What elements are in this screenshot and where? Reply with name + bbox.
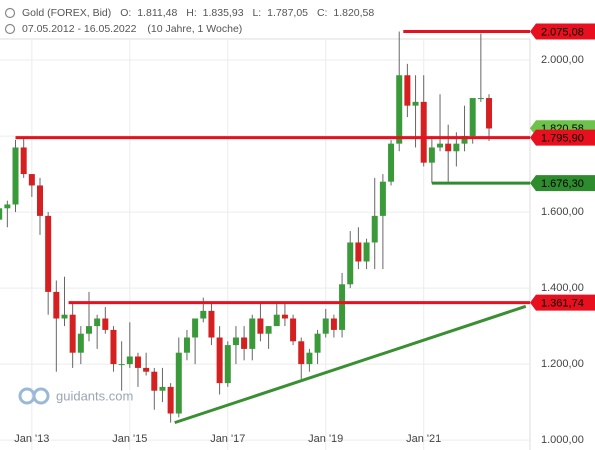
candle-body xyxy=(192,318,199,338)
x-tick-label: Jan '19 xyxy=(308,433,343,445)
candle-body xyxy=(445,143,452,152)
candle-body xyxy=(216,337,223,384)
candle-body xyxy=(232,337,239,346)
clock-icon xyxy=(4,23,16,35)
candle-body xyxy=(20,147,27,175)
candle-body xyxy=(183,337,190,353)
candle-body xyxy=(53,291,60,319)
candle-body xyxy=(159,386,166,391)
candle-body xyxy=(224,345,231,384)
candle-body xyxy=(298,341,305,365)
candle-body xyxy=(4,204,11,209)
x-tick-label: Jan '13 xyxy=(14,433,49,445)
candle-body xyxy=(281,314,288,319)
candle-body xyxy=(396,75,403,144)
price-tag-label: 2.075,08 xyxy=(541,26,584,38)
x-tick-label: Jan '21 xyxy=(406,433,441,445)
candle-body xyxy=(273,314,280,327)
y-tick-label: 1.200,00 xyxy=(541,358,584,370)
candle-body xyxy=(143,367,150,372)
candle-body xyxy=(0,208,3,220)
candle-body xyxy=(85,326,92,334)
candle-body xyxy=(363,242,370,262)
o: 1.811,48 xyxy=(137,7,177,19)
candle-body xyxy=(388,143,395,182)
h-label: H: xyxy=(186,7,197,19)
candle-body xyxy=(265,326,272,334)
candle-body xyxy=(461,136,468,144)
candle-body xyxy=(208,310,215,338)
candle-body xyxy=(477,98,484,100)
o-label: O: xyxy=(120,7,131,19)
candle-body xyxy=(151,371,158,391)
y-tick-label: 2.000,00 xyxy=(541,54,584,66)
candle-body xyxy=(290,318,297,342)
candle-body xyxy=(134,356,141,368)
candle-body xyxy=(322,318,329,334)
header-line: 07.05.2012 - 16.05.2022 (10 Jahre, 1 Woc… xyxy=(22,23,242,35)
candle-body xyxy=(347,242,354,285)
y-tick-label: 1.600,00 xyxy=(541,206,584,218)
candle-body xyxy=(118,364,125,366)
period: (10 Jahre, 1 Woche) xyxy=(147,23,242,35)
candle-body xyxy=(453,143,460,152)
price-tag-label: 1.676,30 xyxy=(541,178,584,190)
title: Gold (FOREX, Bid) xyxy=(22,7,111,19)
y-tick-label: 1.000,00 xyxy=(541,434,584,446)
candle-body xyxy=(45,215,52,292)
price-tag xyxy=(530,175,595,192)
candle-body xyxy=(314,333,321,353)
candle-body xyxy=(249,318,256,349)
candle-body xyxy=(102,318,109,330)
candle-body xyxy=(379,181,386,216)
candle-body xyxy=(437,143,444,148)
icon xyxy=(4,7,16,19)
x-tick-label: Jan '15 xyxy=(112,433,147,445)
candle-body xyxy=(110,329,117,365)
y-tick-label: 1.400,00 xyxy=(541,282,584,294)
watermark-text: guidants.com xyxy=(56,388,133,403)
candle-body xyxy=(257,318,264,334)
candle-body xyxy=(355,242,362,262)
header-line: Gold (FOREX, Bid) O: 1.811,48 H: 1.835,9… xyxy=(22,7,374,19)
candle-body xyxy=(61,314,68,319)
candle-body xyxy=(469,98,476,137)
candle-body xyxy=(330,318,337,330)
x-tick-label: Jan '17 xyxy=(210,433,245,445)
candle-body xyxy=(94,318,101,327)
price-tag xyxy=(530,294,595,311)
price-tag-label: 1.361,74 xyxy=(541,298,584,310)
candle-body xyxy=(428,147,435,163)
candle-body xyxy=(241,337,248,349)
l-label: L: xyxy=(252,7,261,19)
candle-body xyxy=(12,147,19,205)
candle-body xyxy=(306,352,313,365)
candle-body xyxy=(28,174,35,186)
candle-body xyxy=(404,75,411,106)
candle-body xyxy=(69,314,76,353)
candle-body xyxy=(126,356,133,365)
logo xyxy=(32,387,50,405)
date-range: 07.05.2012 - 16.05.2022 xyxy=(22,23,137,35)
candle-body xyxy=(167,386,174,414)
c-label: C: xyxy=(317,7,328,19)
h: 1.835,93 xyxy=(203,7,244,19)
l: 1.787,05 xyxy=(267,7,308,19)
candle-body xyxy=(77,333,84,353)
trend-line xyxy=(174,304,527,425)
watermark: guidants.com xyxy=(18,387,133,405)
price-tag xyxy=(530,129,595,146)
candle-body xyxy=(200,310,207,319)
c: 1.820,58 xyxy=(333,7,374,19)
candle-body xyxy=(371,215,378,243)
candle-body xyxy=(37,185,44,216)
candle-body xyxy=(175,352,182,414)
candle-body xyxy=(420,101,427,163)
candle-body xyxy=(339,284,346,330)
candle-body xyxy=(412,101,419,106)
candle-body xyxy=(486,98,493,129)
price-tag-label: 1.795,90 xyxy=(541,133,584,145)
price-tag xyxy=(530,23,595,40)
